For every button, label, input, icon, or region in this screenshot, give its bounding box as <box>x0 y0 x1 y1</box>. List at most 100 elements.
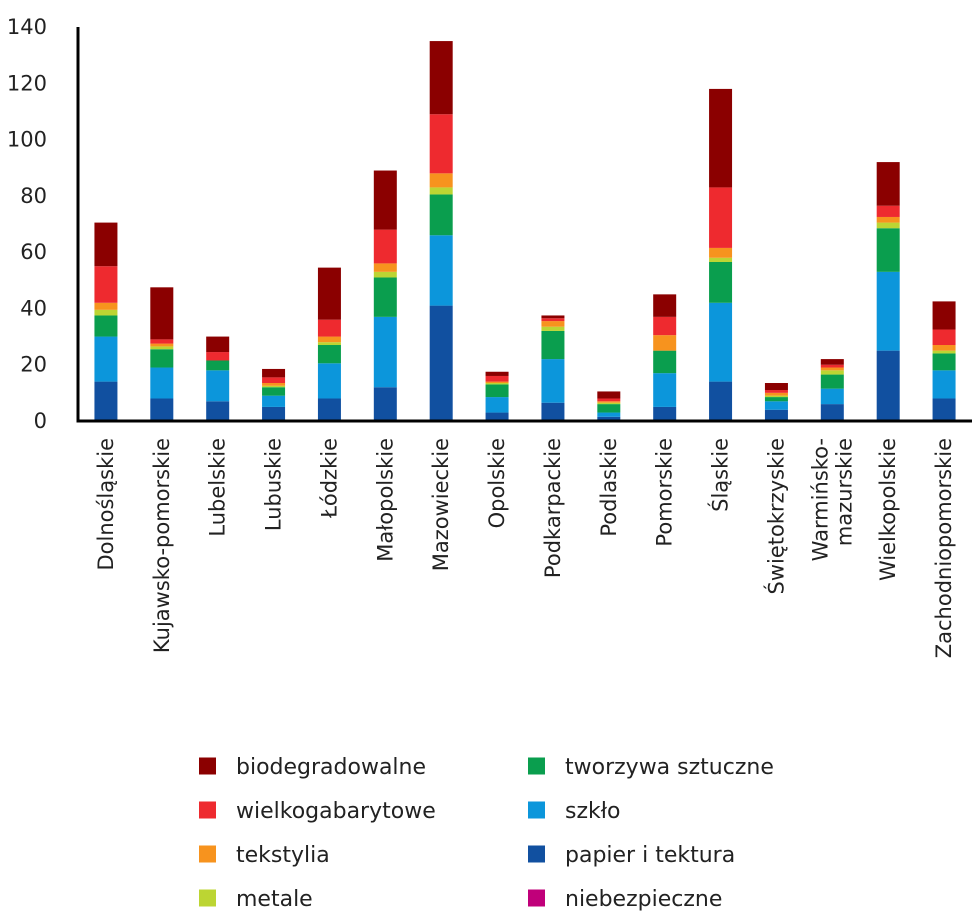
bar-segment <box>597 404 621 413</box>
bar-segment <box>317 267 341 320</box>
bar-segment <box>373 277 397 317</box>
bar-segment <box>876 216 900 223</box>
bar-segment <box>262 385 286 388</box>
y-tick-label: 80 <box>20 184 47 208</box>
x-category-label: Łódzkie <box>317 438 341 519</box>
bar-segment <box>429 187 453 195</box>
bar-segment <box>820 359 844 365</box>
bar-segment <box>262 377 286 384</box>
bar-segment <box>764 392 788 396</box>
bar-segment <box>597 398 621 402</box>
bar-segment <box>94 315 118 337</box>
bar-segment <box>932 370 956 399</box>
bar-segment <box>764 395 788 398</box>
bar-segment <box>876 271 900 351</box>
bar-segment <box>876 162 900 206</box>
x-category-label: Podkarpackie <box>541 438 565 578</box>
bar-segment <box>94 336 118 382</box>
bar-segment <box>317 345 341 364</box>
legend-label: biodegradowalne <box>236 755 426 780</box>
bar-segment <box>932 398 956 421</box>
bar-segment <box>653 406 677 421</box>
bar-segment <box>150 339 174 344</box>
legend-label: tekstylia <box>236 843 330 868</box>
y-tick-label: 140 <box>7 15 47 39</box>
bar-segment <box>94 302 118 310</box>
bar-segment <box>373 316 397 388</box>
x-category-label: Małopolskie <box>373 438 397 562</box>
legend-label: tworzywa sztuczne <box>565 755 774 780</box>
bar-segment <box>485 375 509 382</box>
bar-segment <box>317 319 341 337</box>
bar-segment <box>150 367 174 399</box>
bar-segment <box>373 387 397 421</box>
legend-swatch <box>528 845 545 863</box>
x-category-label: Pomorskie <box>653 438 677 547</box>
x-category-label: Warmińsko- <box>808 438 832 561</box>
bar-segment <box>709 302 733 382</box>
bar-segment <box>206 370 230 402</box>
bar-segment <box>541 315 565 319</box>
bar-segment <box>262 395 286 407</box>
bar-segment <box>429 114 453 174</box>
bar-segment <box>94 381 118 421</box>
bar-segment <box>820 364 844 368</box>
bar-segment <box>541 402 565 421</box>
legend-swatch <box>199 889 216 907</box>
bar-segment <box>709 261 733 303</box>
bar-segment <box>932 345 956 351</box>
bar-segment <box>485 412 509 421</box>
bar-segment <box>262 368 286 378</box>
bar-segment <box>429 194 453 236</box>
bar-segment <box>709 247 733 258</box>
bar-segment <box>485 381 509 384</box>
bar-segment <box>653 316 677 336</box>
bar-segment <box>932 301 956 330</box>
y-tick-label: 40 <box>20 296 47 320</box>
legend-label: wielkogabarytowe <box>236 799 436 824</box>
bar-segment <box>94 222 118 267</box>
bar-segment <box>820 370 844 375</box>
x-category-label: Lubuskie <box>262 438 286 531</box>
bar-segment <box>876 228 900 272</box>
x-category-label: Podlaskie <box>597 438 621 537</box>
bar-segment <box>541 318 565 322</box>
bar-segment <box>150 287 174 340</box>
bar-segment <box>317 336 341 343</box>
legend-label: szkło <box>565 799 620 824</box>
bar-segment <box>876 205 900 217</box>
bar-segment <box>373 229 397 264</box>
bar-segment <box>94 266 118 303</box>
bar-segment <box>764 383 788 391</box>
bar-segment <box>820 374 844 389</box>
legend-swatch <box>199 845 216 863</box>
y-tick-label: 120 <box>7 71 47 95</box>
y-tick-label: 60 <box>20 240 47 264</box>
bar-segment <box>709 88 733 188</box>
bar-segment <box>429 235 453 306</box>
bar-segment <box>206 401 230 421</box>
bar-segment <box>876 222 900 229</box>
legend-swatch <box>199 757 216 775</box>
bar-segment <box>485 371 509 376</box>
bar-segment <box>709 257 733 262</box>
bar-segment <box>820 404 844 421</box>
y-tick-label: 100 <box>7 128 47 152</box>
bar-segment <box>485 397 509 413</box>
bar-segment <box>932 329 956 346</box>
bar-segment <box>262 387 286 396</box>
bar-segment <box>150 343 174 347</box>
bar-segment <box>150 398 174 421</box>
legend-swatch <box>528 801 545 819</box>
bar-segment <box>429 173 453 188</box>
bar-segment <box>764 401 788 410</box>
x-category-label: Wielkopolskie <box>876 438 900 581</box>
bars <box>94 41 956 421</box>
legend-label: papier i tektura <box>565 843 735 868</box>
bar-segment <box>932 350 956 354</box>
bar-segment <box>206 352 230 361</box>
x-category-label: Dolnośląskie <box>94 438 118 571</box>
x-category-label: Lubelskie <box>206 438 230 537</box>
bar-segment <box>541 321 565 327</box>
